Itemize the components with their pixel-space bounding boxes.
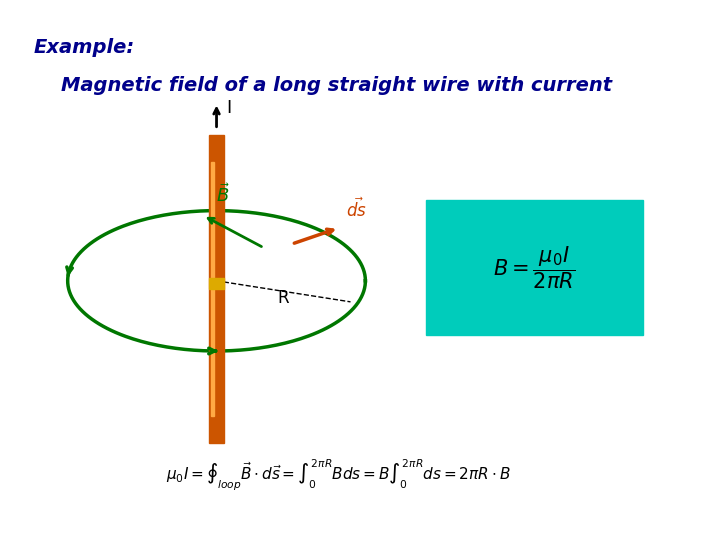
- Bar: [209, 278, 224, 289]
- Bar: [426, 200, 643, 335]
- Text: $\vec{B}$: $\vec{B}$: [216, 183, 230, 206]
- Text: $\mu_0 I = \oint_{loop} \vec{B} \cdot d\vec{s} = \int_0^{2\pi R} Bds = B \int_0^: $\mu_0 I = \oint_{loop} \vec{B} \cdot d\…: [166, 457, 510, 493]
- Text: I: I: [227, 99, 232, 117]
- Bar: [209, 135, 224, 443]
- Text: $\vec{ds}$: $\vec{ds}$: [346, 198, 366, 221]
- Text: R: R: [278, 289, 289, 307]
- Text: Magnetic field of a long straight wire with current: Magnetic field of a long straight wire w…: [61, 76, 612, 94]
- Text: Example:: Example:: [34, 38, 135, 57]
- Text: $B = \dfrac{\mu_0 I}{2\pi R}$: $B = \dfrac{\mu_0 I}{2\pi R}$: [493, 244, 576, 291]
- Bar: [211, 162, 214, 416]
